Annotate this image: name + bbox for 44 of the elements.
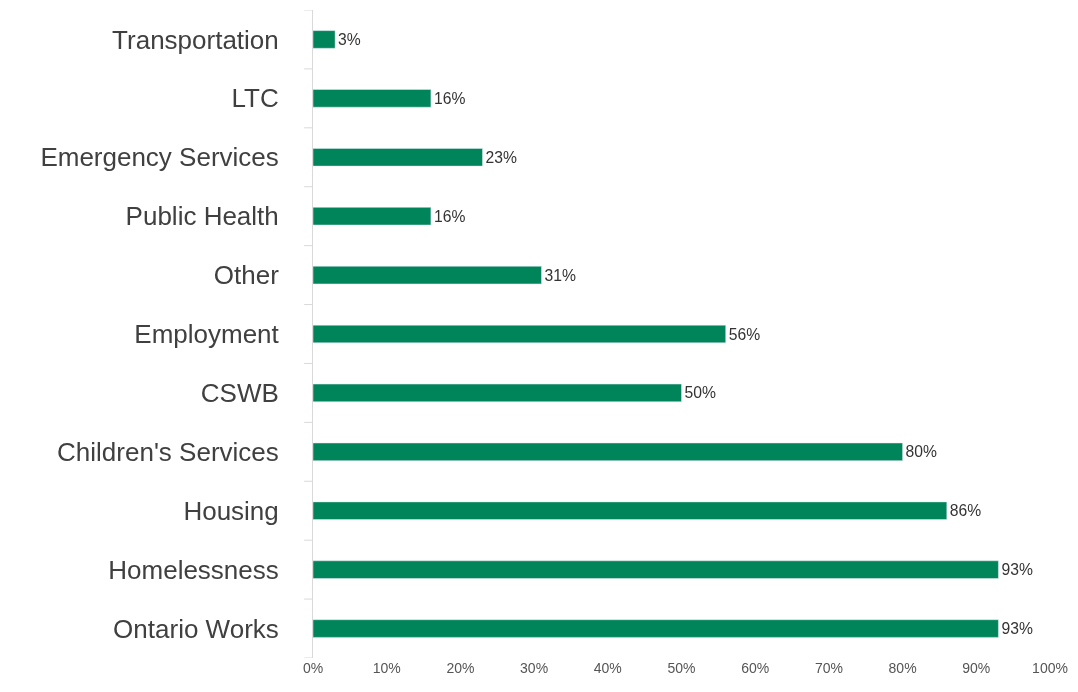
x-tick-label: 60% [741, 660, 770, 676]
bar [313, 148, 483, 167]
bar [313, 89, 432, 108]
y-tick-label: Public Health [125, 201, 279, 232]
bar [313, 560, 999, 579]
data-label: 93% [1001, 620, 1033, 638]
bar [313, 383, 682, 402]
x-tick-label: 20% [446, 660, 475, 676]
bar [313, 266, 542, 285]
x-tick-label: 10% [372, 660, 401, 676]
x-tick-label: 50% [667, 660, 696, 676]
x-tick-label: 30% [520, 660, 549, 676]
x-tick-label: 0% [302, 660, 324, 676]
x-tick-label: 70% [814, 660, 843, 676]
data-label: 50% [684, 384, 716, 402]
bar [313, 30, 336, 49]
y-tick-label: Ontario Works [113, 613, 279, 644]
bar [313, 619, 999, 638]
y-tick-label: Emergency Services [40, 142, 279, 173]
y-tick-label: LTC [231, 83, 279, 114]
x-tick-label: 100% [1032, 660, 1068, 676]
x-tick-label: 80% [888, 660, 917, 676]
x-tick-label: 90% [962, 660, 991, 676]
data-label: 31% [544, 266, 576, 284]
bar [313, 442, 903, 461]
y-tick-label: Transportation [112, 24, 279, 55]
bar [313, 324, 726, 344]
data-label: 16% [433, 207, 466, 225]
data-label: 80% [905, 443, 938, 461]
bar [313, 501, 948, 520]
y-tick-label: Children's Services [57, 436, 279, 467]
y-tick-label: Housing [183, 495, 279, 526]
data-label: 93% [1001, 561, 1033, 579]
x-tick-label: 40% [593, 660, 622, 676]
y-tick-label: Employment [134, 319, 280, 350]
data-label: 16% [433, 89, 466, 107]
y-tick-label: CSWB [200, 378, 279, 409]
data-label: 56% [728, 325, 761, 343]
data-label: 86% [949, 502, 982, 520]
y-tick-label: Other [213, 260, 280, 291]
data-label: 3% [338, 31, 361, 49]
y-tick-label: Homelessness [108, 554, 279, 585]
bar [313, 207, 432, 226]
data-label: 23% [485, 148, 517, 166]
